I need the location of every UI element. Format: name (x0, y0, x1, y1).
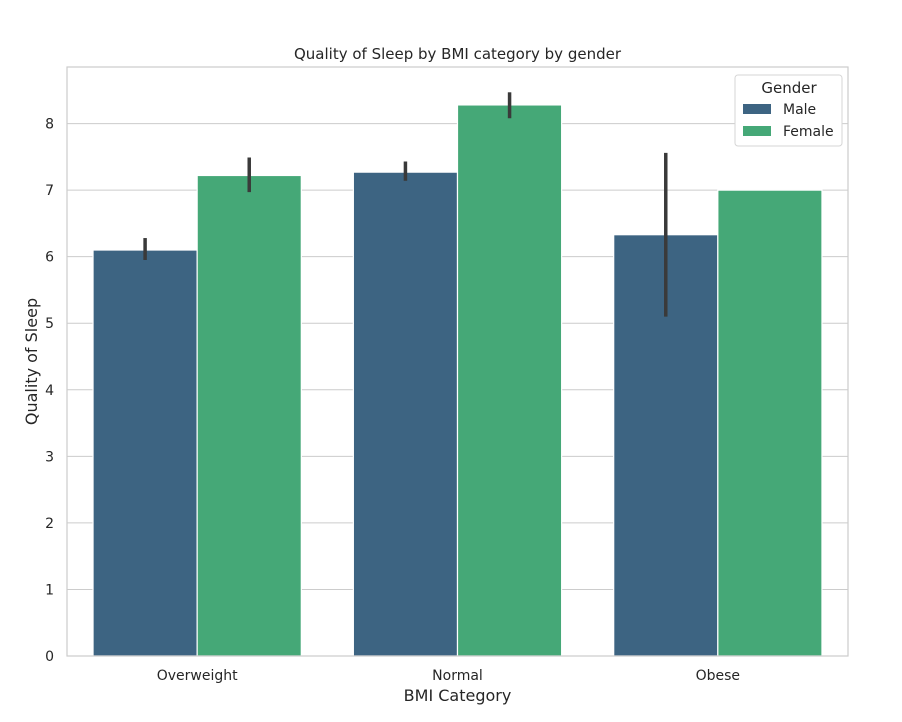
legend-swatch-female (743, 126, 771, 136)
legend-title: Gender (761, 79, 817, 97)
bars (92, 104, 823, 657)
y-tick-label: 6 (45, 250, 54, 266)
y-ticks: 0 1 2 3 4 5 6 7 8 (45, 117, 54, 665)
y-tick-label: 5 (45, 316, 54, 332)
y-tick-label: 8 (45, 117, 54, 133)
x-tick-label: Overweight (157, 668, 238, 684)
bar-female-overweight (196, 174, 302, 657)
x-tick-label: Obese (696, 668, 740, 684)
x-ticks: Overweight Normal Obese (157, 668, 740, 684)
legend: Gender Male Female (734, 74, 843, 147)
y-tick-label: 2 (45, 516, 54, 532)
bar-female-obese (717, 189, 823, 657)
bar-male-normal (352, 171, 459, 657)
error-bars (143, 92, 668, 317)
x-axis-title: BMI Category (404, 686, 512, 705)
y-tick-label: 3 (45, 449, 54, 465)
y-tick-label: 0 (45, 649, 54, 665)
y-tick-label: 4 (45, 383, 54, 399)
legend-swatch-male (743, 104, 771, 114)
y-tick-label: 7 (45, 183, 54, 199)
plot-frame (66, 66, 849, 657)
y-tick-label: 1 (45, 582, 54, 598)
x-tick-label: Normal (432, 668, 483, 684)
chart-title: Quality of Sleep by BMI category by gend… (294, 45, 622, 63)
y-axis-title: Quality of Sleep (22, 298, 41, 425)
bar-male-overweight (92, 249, 198, 657)
bar-female-normal (456, 104, 563, 657)
legend-label-male: Male (783, 102, 816, 118)
legend-label-female: Female (783, 124, 834, 140)
